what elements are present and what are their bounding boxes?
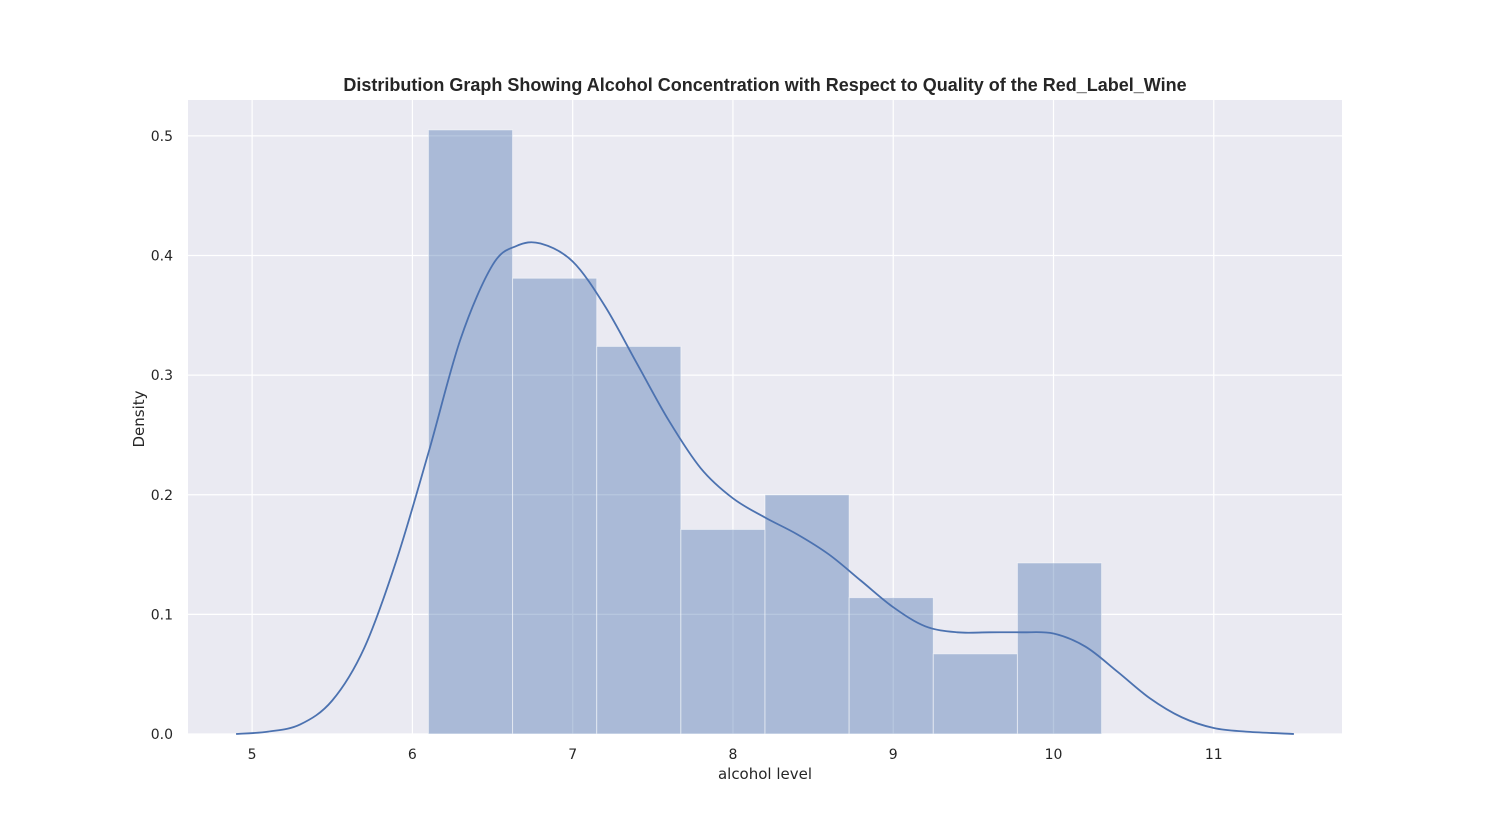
histogram-bar-6: [932, 653, 1018, 735]
histogram-bar-1: [512, 277, 598, 735]
y-tick-labels: 0.0 0.1 0.2 0.3 0.4 0.5: [151, 129, 173, 743]
histogram-bar-2: [596, 345, 682, 735]
x-tick-label-6: 11: [1205, 747, 1223, 763]
x-tick-labels: 5 6 7 8 9 10 11: [248, 747, 1223, 763]
histogram-bar-7: [1016, 562, 1103, 735]
x-tick-label-1: 6: [408, 747, 417, 763]
x-tick-label-0: 5: [248, 747, 257, 763]
x-tick-label-4: 9: [889, 747, 898, 763]
y-tick-label-3: 0.3: [151, 368, 173, 384]
x-tick-label-3: 8: [728, 747, 737, 763]
y-tick-label-1: 0.1: [151, 607, 173, 623]
histogram-bars: [427, 129, 1103, 735]
x-tick-label-2: 7: [568, 747, 577, 763]
y-tick-label-2: 0.2: [151, 488, 173, 504]
y-tick-label-4: 0.4: [151, 249, 173, 265]
histogram-bar-5: [848, 597, 934, 735]
histogram-bar-0: [427, 129, 514, 735]
x-axis-label: alcohol level: [718, 765, 812, 783]
kde-curve: [236, 241, 1294, 735]
x-tick-label-5: 10: [1045, 747, 1063, 763]
y-axis-label: Density: [130, 390, 148, 447]
y-tick-label-0: 0.0: [151, 727, 173, 743]
y-tick-label-5: 0.5: [151, 129, 173, 145]
histogram-bar-3: [680, 528, 766, 735]
histogram-bar-4: [764, 494, 850, 735]
chart-title: Distribution Graph Showing Alcohol Conce…: [343, 75, 1186, 95]
